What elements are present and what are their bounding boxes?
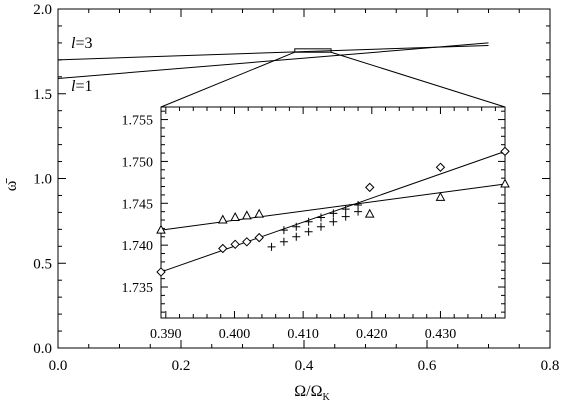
annotation-l1: l=1	[71, 78, 92, 95]
diamond-marker	[242, 237, 252, 247]
diamond-marker	[435, 162, 446, 172]
inset-y-tick-label: 1.745	[122, 197, 154, 212]
zoom-connector-right	[330, 51, 506, 108]
inset-x-tick-label: 0.420	[356, 327, 388, 342]
zoom-connector-left	[160, 51, 295, 108]
inset-y-tick-label: 1.750	[122, 155, 154, 170]
x-axis-label: Ω/ΩK	[294, 383, 330, 403]
x-axis-label-subscript: K	[323, 392, 331, 403]
zoom-indicator	[160, 48, 506, 108]
triangle-marker	[156, 224, 166, 234]
y-tick-label: 0.0	[33, 341, 52, 357]
triangle-marker	[435, 191, 446, 201]
plus-marker	[341, 212, 350, 221]
diamond-marker	[254, 232, 264, 243]
annotation-l1-symbol: l	[71, 78, 76, 95]
diamond-marker	[230, 239, 240, 250]
plus-marker	[329, 209, 338, 218]
x-axis-label-main: Ω/Ω	[294, 383, 322, 400]
annotation-l3-value: =3	[75, 35, 92, 52]
plus-marker	[304, 217, 313, 226]
triangle-marker	[500, 178, 510, 188]
plus-marker	[316, 213, 325, 222]
plus-marker	[279, 226, 288, 235]
plus-marker	[292, 222, 301, 231]
series-line	[57, 44, 489, 61]
inset-y-tick-label: 1.755	[122, 114, 154, 129]
plus-marker	[304, 227, 313, 236]
plus-marker	[267, 242, 276, 251]
inset-y-tick-label: 1.735	[122, 281, 154, 296]
x-tick-label: 0.2	[172, 358, 191, 374]
plus-marker	[329, 217, 338, 226]
inset-x-tick-label: 0.410	[287, 327, 319, 342]
y-tick-label: 1.0	[33, 172, 52, 188]
x-tick-label: 0.0	[49, 358, 68, 374]
plus-marker	[341, 205, 350, 214]
annotation-l3: l=3	[71, 35, 92, 52]
annotation-l3-symbol: l	[71, 35, 76, 52]
inset-y-tick-label: 1.740	[122, 239, 154, 254]
annotation-l1-value: =1	[75, 78, 92, 95]
y-tick-label: 1.5	[33, 87, 52, 103]
diamond-marker	[500, 146, 510, 157]
inset-axis-ticks: 0.390 0.400 0.410 0.420 0.430 1.735 1.740 1.745…	[122, 107, 505, 342]
inset-x-tick-label: 0.390	[150, 327, 182, 342]
inset-series-line	[160, 183, 506, 231]
x-tick-label: 0.8	[541, 358, 560, 374]
diamond-marker	[218, 243, 228, 254]
triangle-marker	[217, 214, 228, 224]
y-axis-label: ω̄	[3, 178, 20, 192]
y-tick-label: 0.5	[33, 256, 52, 272]
zoom-box	[294, 48, 332, 53]
plus-marker	[279, 237, 288, 246]
triangle-marker	[230, 211, 240, 222]
y-tick-label: 2.0	[33, 2, 52, 18]
diamond-marker	[156, 267, 166, 277]
inset-x-tick-label: 0.400	[219, 327, 251, 342]
triangle-marker	[241, 210, 252, 220]
main-axis-ticks: 0.0 0.2 0.4 0.6 0.8 0.0 0.5 1.0 1.5 2.0	[33, 2, 559, 374]
x-tick-label: 0.4	[295, 358, 314, 374]
diamond-marker	[365, 182, 375, 193]
plus-marker	[354, 207, 363, 216]
x-tick-label: 0.6	[418, 358, 437, 374]
plus-marker	[292, 232, 301, 241]
plus-marker	[354, 200, 363, 209]
inset-x-tick-label: 0.430	[425, 327, 457, 342]
plus-marker	[316, 222, 325, 231]
triangle-marker	[254, 208, 265, 218]
inset-series	[156, 146, 510, 277]
triangle-marker	[364, 208, 375, 218]
